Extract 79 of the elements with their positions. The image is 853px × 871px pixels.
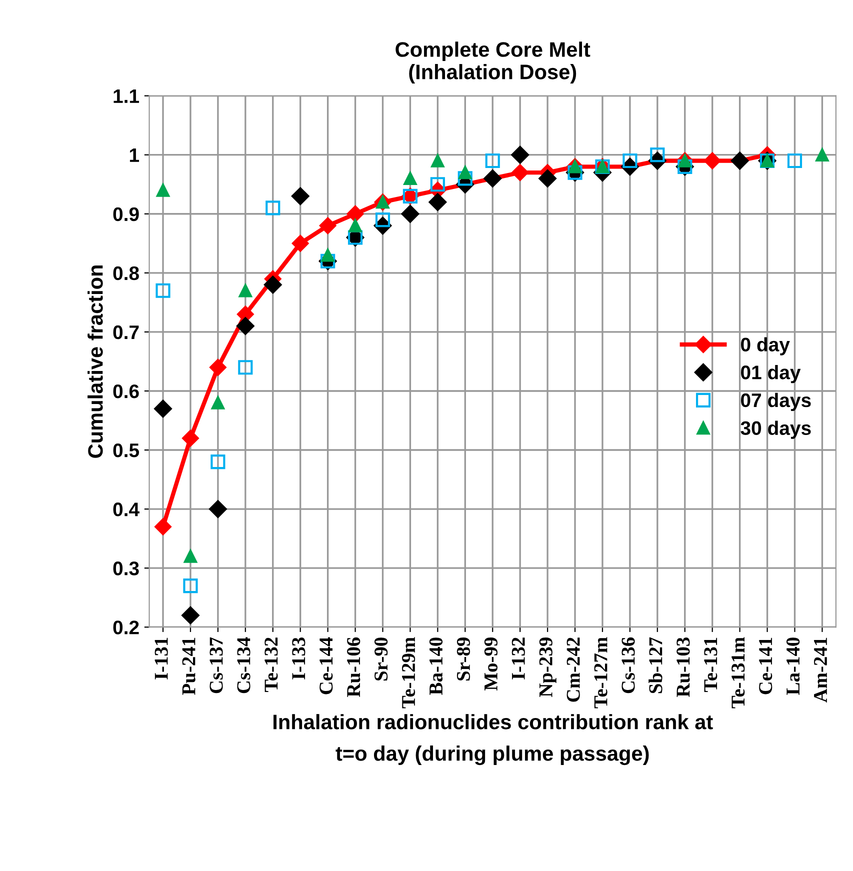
point <box>266 200 280 216</box>
x-tick-label: Sb-127 <box>648 637 662 694</box>
point <box>431 154 444 168</box>
y-axis-title: Cumulative fraction <box>88 266 103 458</box>
x-tick-label: I-132 <box>512 638 525 680</box>
y-tick-label: 0.4 <box>113 502 140 516</box>
x-tick-label: Ce-144 <box>320 637 333 694</box>
point <box>458 166 472 180</box>
point <box>292 234 309 252</box>
y-tick-label: 0.6 <box>113 384 139 398</box>
x-tick-label: Sr-89 <box>456 638 470 680</box>
point <box>291 187 310 206</box>
x-tick-label: Te-132 <box>264 638 278 692</box>
point <box>183 578 198 594</box>
point <box>264 276 282 294</box>
point <box>511 146 529 164</box>
point <box>538 170 556 188</box>
y-tick-label: 0.8 <box>113 266 139 280</box>
x-tick-label: Sr-90 <box>374 638 388 680</box>
point <box>184 550 198 563</box>
point <box>321 248 334 262</box>
x-tick-label: Te-131 <box>704 638 718 692</box>
point <box>704 152 721 170</box>
point <box>430 177 445 192</box>
point <box>182 606 200 624</box>
x-tick-label: Np-239 <box>539 638 556 697</box>
x-tick-label: Ba-140 <box>429 638 443 695</box>
point <box>209 500 227 518</box>
point <box>348 219 362 232</box>
point <box>512 164 529 182</box>
legend-label: 01 day <box>741 365 801 384</box>
point <box>816 148 829 162</box>
y-tick-label: 1.1 <box>114 89 140 103</box>
point <box>401 204 420 223</box>
y-tick-label: 0.5 <box>113 443 140 458</box>
point <box>319 217 336 234</box>
x-tick-label: Cs-137 <box>210 637 223 694</box>
y-tick-label: 0.2 <box>113 620 139 634</box>
point <box>404 172 417 186</box>
x-tick-label: Ru-106 <box>347 637 360 698</box>
point <box>787 153 802 168</box>
x-tick-label: I-131 <box>154 638 168 680</box>
x-tick-label: Te-127m <box>594 637 608 708</box>
point <box>485 153 500 168</box>
point <box>154 518 172 536</box>
point <box>182 430 200 447</box>
point <box>154 400 172 418</box>
point <box>428 193 447 211</box>
point <box>210 454 226 470</box>
point <box>238 360 253 375</box>
legend-label: 07 days <box>741 392 811 412</box>
x-tick-label: Am-241 <box>814 638 827 703</box>
legend-label: 0 day <box>741 337 790 356</box>
point <box>458 171 472 186</box>
point <box>209 358 226 376</box>
x-tick-label: Pu-241 <box>182 638 196 695</box>
legend-label: 30 days <box>740 420 811 439</box>
point <box>238 284 252 298</box>
x-tick-label: Cm-242 <box>566 638 580 702</box>
y-tick-label: 0.7 <box>113 325 139 340</box>
x-tick-label: Ce-141 <box>759 638 772 694</box>
point <box>346 205 364 222</box>
y-tick-label: 0.9 <box>113 207 139 222</box>
x-tick-label: I-133 <box>292 638 306 680</box>
x-tick-label: La-140 <box>786 638 800 695</box>
point <box>156 184 170 197</box>
point <box>236 317 254 335</box>
x-axis-title: Inhalation radionuclides contribution rank at t=o day (during plume passage) <box>274 714 713 766</box>
y-tick-label: 1 <box>130 148 140 162</box>
point <box>211 396 225 410</box>
x-tick-label: Cs-134 <box>237 637 250 694</box>
y-tick-label: 0.3 <box>113 562 139 576</box>
x-tick-label: Te-131m <box>732 637 745 708</box>
point <box>156 283 170 298</box>
x-tick-label: Cs-136 <box>622 637 635 694</box>
x-tick-label: Te-129m <box>402 637 416 708</box>
x-tick-label: Mo-99 <box>484 638 498 691</box>
chart-title: Complete Core Melt (Inhalation Dose) <box>396 42 590 84</box>
x-tick-label: Ru-103 <box>676 638 690 698</box>
